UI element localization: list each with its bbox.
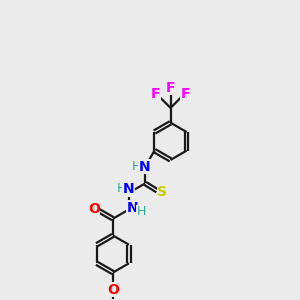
Text: S: S <box>157 185 167 199</box>
Text: N: N <box>127 201 139 215</box>
Text: F: F <box>181 87 190 101</box>
Text: H: H <box>132 160 141 173</box>
Text: O: O <box>88 202 100 216</box>
Text: N: N <box>139 160 151 174</box>
Text: H: H <box>117 182 126 196</box>
Text: F: F <box>151 87 160 101</box>
Text: O: O <box>107 283 119 297</box>
Text: N: N <box>123 182 134 196</box>
Text: F: F <box>166 81 175 95</box>
Text: H: H <box>137 206 146 218</box>
